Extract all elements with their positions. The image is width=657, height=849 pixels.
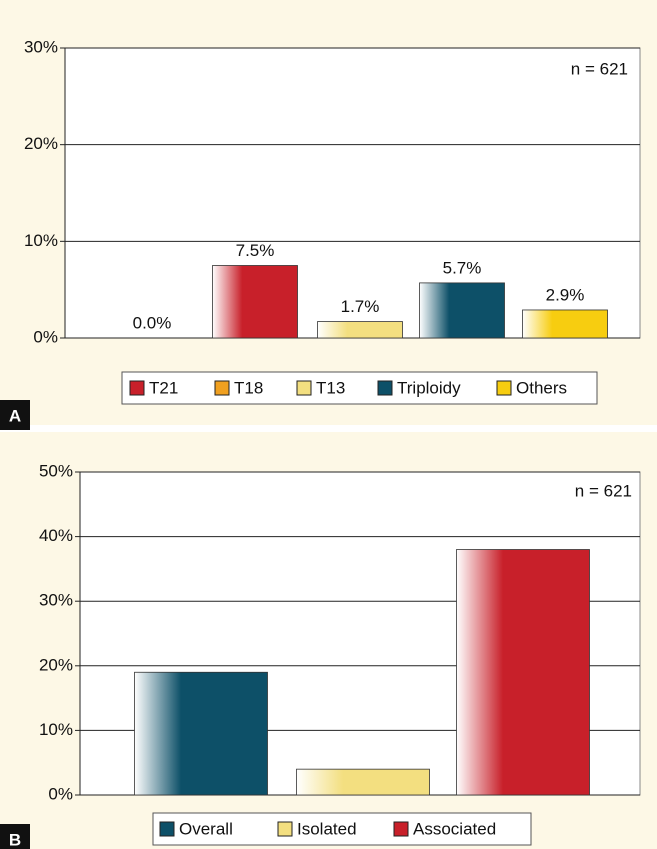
legend-box xyxy=(121,371,598,405)
legend-swatch xyxy=(496,380,512,396)
annotation: n = 621 xyxy=(571,59,628,78)
legend-swatch xyxy=(159,821,175,837)
legend-swatch xyxy=(214,380,230,396)
legend-label: Isolated xyxy=(297,819,357,838)
legend-label: Triploidy xyxy=(397,378,461,397)
plot-area xyxy=(64,47,641,339)
data-label: 0.0% xyxy=(133,313,172,332)
bar xyxy=(317,321,403,339)
panel-label-box xyxy=(0,400,30,430)
panel-label: A xyxy=(9,406,21,425)
bar xyxy=(134,671,268,796)
legend-swatch xyxy=(393,821,409,837)
legend-swatch xyxy=(129,380,145,396)
legend-label: Others xyxy=(516,378,567,397)
legend-swatch xyxy=(277,821,293,837)
legend-box xyxy=(152,812,532,846)
legend-label: T21 xyxy=(149,378,178,397)
y-tick-label: 30% xyxy=(39,591,73,610)
data-label: 1.7% xyxy=(341,297,380,316)
annotation: n = 621 xyxy=(575,481,632,500)
legend-label: T18 xyxy=(234,378,263,397)
y-tick-label: 20% xyxy=(24,134,58,153)
y-tick-label: 50% xyxy=(39,461,73,480)
panel-label: B xyxy=(9,830,21,849)
legend-swatch xyxy=(377,380,393,396)
data-label: 5.7% xyxy=(443,258,482,277)
panel-label-box xyxy=(0,824,30,849)
y-tick-label: 0% xyxy=(48,784,73,803)
bar xyxy=(212,265,298,339)
y-tick-label: 30% xyxy=(24,37,58,56)
y-tick-label: 10% xyxy=(39,720,73,739)
bar xyxy=(456,549,590,796)
legend-swatch xyxy=(296,380,312,396)
y-tick-label: 10% xyxy=(24,231,58,250)
y-tick-label: 40% xyxy=(39,526,73,545)
data-label: 7.5% xyxy=(236,241,275,260)
data-label: 2.9% xyxy=(546,285,585,304)
bar xyxy=(296,768,430,796)
legend-label: T13 xyxy=(316,378,345,397)
bar xyxy=(419,282,505,339)
y-tick-label: 20% xyxy=(39,655,73,674)
legend-label: Associated xyxy=(413,819,496,838)
legend-label: Overall xyxy=(179,819,233,838)
y-tick-label: 0% xyxy=(33,327,58,346)
bar xyxy=(522,309,608,339)
